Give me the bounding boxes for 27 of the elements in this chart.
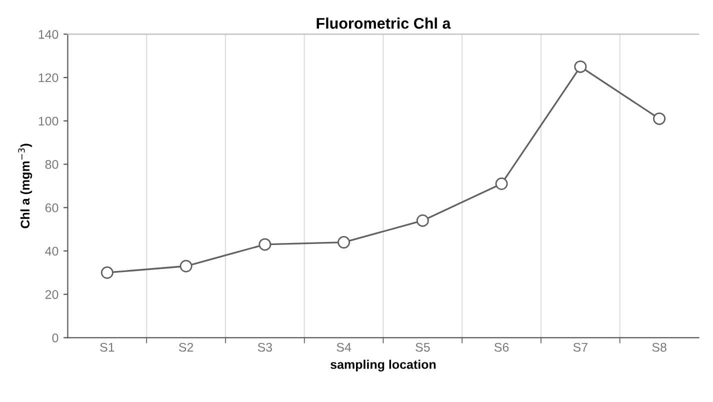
point: [180, 260, 192, 272]
x-tick-label: S2: [178, 342, 194, 352]
x-axis-title: sampling location: [330, 360, 436, 372]
y-tick-label: 100: [38, 116, 58, 126]
y-axis-title: Chl a (mgm$^{−3}$): [18, 144, 32, 228]
chart-title: Fluorometric Chl a: [316, 18, 451, 29]
x-tick-label: S6: [494, 342, 509, 352]
x-tick-label: S7: [573, 342, 588, 352]
y-tick-label: 0: [52, 333, 58, 342]
point: [258, 238, 272, 251]
y-tick-label: 80: [45, 160, 58, 169]
y-tick-label: 40: [45, 246, 58, 256]
x-tick-label: S3: [258, 342, 272, 352]
point: [100, 266, 114, 279]
point: [495, 178, 508, 190]
point: [653, 112, 666, 125]
y-tick-label: 140: [38, 30, 58, 39]
x-tick-label: S8: [652, 342, 666, 352]
y-tick-label: 60: [45, 203, 58, 212]
point: [416, 214, 429, 227]
x-tick-label: S5: [416, 342, 430, 352]
x-tick-label: S4: [336, 342, 352, 352]
y-tick-label: 20: [45, 290, 58, 299]
point: [338, 236, 350, 249]
point: [574, 60, 587, 73]
x-tick-label: S1: [100, 342, 114, 352]
y-tick-label: 120: [38, 73, 58, 82]
